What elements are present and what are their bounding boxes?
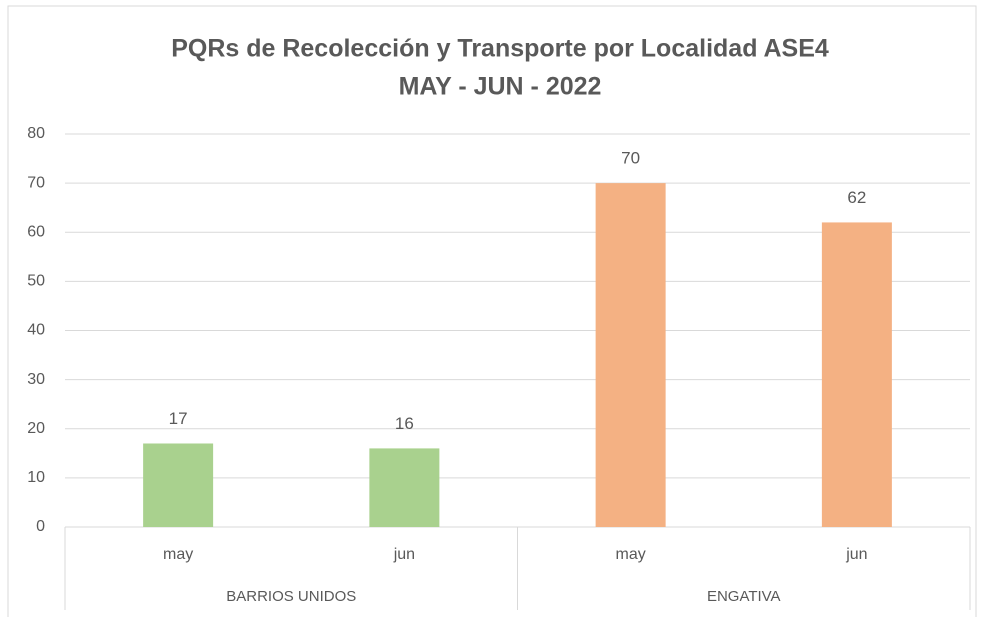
x-tick-label: jun: [845, 546, 867, 563]
group-label: BARRIOS UNIDOS: [226, 588, 356, 605]
y-tick-label: 80: [27, 125, 45, 142]
chart-subtitle: MAY - JUN - 2022: [399, 73, 602, 101]
bar: [821, 222, 892, 528]
y-tick-label: 0: [36, 518, 45, 535]
y-tick-label: 30: [27, 371, 45, 388]
group-label: ENGATIVA: [707, 588, 781, 605]
y-tick-label: 50: [27, 273, 45, 290]
y-tick-label: 70: [27, 174, 45, 191]
chart-title: PQRs de Recolección y Transporte por Loc…: [171, 35, 829, 63]
data-label: 16: [395, 414, 414, 433]
data-label: 62: [847, 188, 866, 207]
data-label: 17: [169, 409, 188, 428]
chart-border: [7, 5, 977, 617]
bar: [595, 183, 666, 527]
y-tick-label: 10: [27, 469, 45, 486]
x-tick-label: jun: [393, 546, 415, 563]
bar: [369, 448, 440, 527]
bar: [143, 443, 214, 527]
y-tick-label: 60: [27, 223, 45, 240]
x-tick-label: may: [163, 546, 193, 563]
data-label: 70: [621, 149, 640, 168]
y-tick-label: 40: [27, 322, 45, 339]
x-tick-label: may: [616, 546, 646, 563]
y-tick-label: 20: [27, 420, 45, 437]
